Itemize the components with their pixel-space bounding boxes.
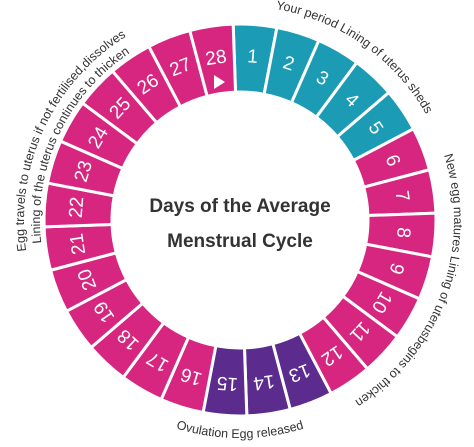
day-label: 1 (247, 46, 259, 68)
ring: 1 234567891011121314151617181920212223242… (42, 22, 438, 418)
day-label: 28 (204, 46, 228, 70)
day-segment (187, 22, 238, 99)
day-label: 7 (391, 189, 413, 203)
title-line: Days of the Average (149, 196, 330, 217)
title-line: Menstrual Cycle (167, 231, 313, 252)
day-label: 22 (66, 196, 89, 219)
day-label: 21 (66, 232, 90, 256)
start-marker (214, 75, 225, 89)
day-label: 8 (392, 227, 414, 239)
day-label: 15 (216, 372, 239, 395)
day-label: 14 (252, 370, 276, 394)
caption: Ovulation Egg released (175, 418, 305, 441)
caption-text: Ovulation Egg released (175, 418, 305, 441)
